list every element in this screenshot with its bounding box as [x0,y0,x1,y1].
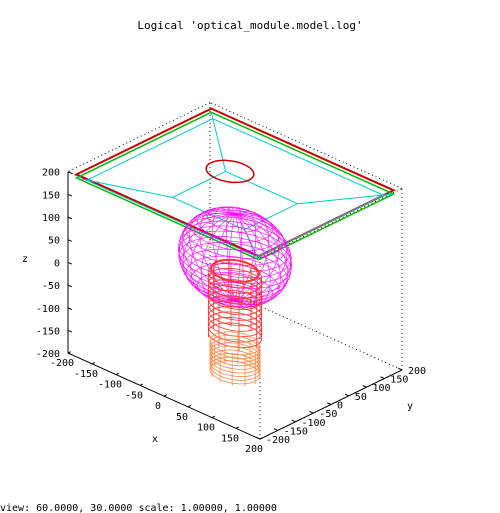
bulb-meridian [234,210,270,301]
funnel-edge [297,193,394,205]
x-tick [163,394,168,397]
z-tick [67,352,73,356]
z-tick [67,307,73,310]
y-tick-label: -50 [319,409,337,420]
x-tick [259,437,264,440]
bounding-box-edge [209,102,403,189]
neck-ring [210,258,260,283]
y-tick [362,385,367,388]
bulb-meridian [234,213,258,308]
detector-model [74,107,396,387]
y-tick-label: 50 [355,392,367,403]
y-tick [255,436,261,440]
y-tick-label: 200 [408,366,426,377]
z-tick-label: -200 [36,349,60,360]
bulb-meridian [178,213,236,301]
axes: -200-150-100-50050100150200-200-150-100-… [22,168,426,455]
x-tick-label: 50 [176,412,188,423]
x-axis-label: x [152,434,158,445]
y-tick [344,393,350,397]
y-axis-label: y [407,401,413,412]
z-tick [67,284,73,288]
bulb-meridian [212,206,236,301]
bulb-meridian [234,208,257,301]
z-tick-label: 100 [42,213,60,224]
y-tick-label: -150 [284,426,308,437]
z-tick [67,216,73,220]
y-tick [397,367,403,371]
bulb-meridian [234,213,292,302]
y-tick [326,402,332,405]
z-tick [67,193,73,197]
base-wireframe [209,331,261,387]
funnel-edge [210,112,227,172]
stem-wireframe [207,258,263,352]
x-tick [67,351,72,354]
z-tick-label: -150 [36,326,60,337]
x-tick [235,426,240,429]
bounding-box-edge [259,188,403,259]
x-tick-label: 100 [197,423,215,434]
y-tick [309,410,314,414]
bulb-meridian [213,213,236,306]
x-tick [187,405,192,408]
x-tick [139,383,144,386]
z-tick [67,171,73,174]
z-tick-label: 50 [48,236,60,247]
chart-title: Logical 'optical_module.model.log' [137,19,362,32]
z-tick-label: 200 [42,168,60,179]
funnel-edge [76,177,173,198]
x-tick-label: -150 [74,369,98,380]
z-axis-label: z [22,254,28,265]
y-tick-label: 150 [390,375,408,386]
z-tick-label: 0 [54,258,60,269]
x-tick [91,362,96,365]
x-tick-label: -50 [125,390,143,401]
z-tick [67,261,73,265]
bounding-box-edge [67,102,211,173]
z-tick-label: -100 [36,304,60,315]
x-tick-label: -100 [98,380,122,391]
z-tick-label: -50 [42,281,60,292]
top-opening-ring [205,159,255,184]
y-tick-label: -100 [302,418,326,429]
z-tick [67,329,73,333]
frame-inner-rim [85,118,385,258]
y-tick [273,428,278,431]
z-tick-label: 150 [42,190,60,201]
x-tick-label: 0 [155,401,161,412]
y-tick [380,376,385,380]
bulb-meridian [234,213,292,301]
x-tick-label: 200 [245,444,263,455]
x-tick [115,372,120,376]
x-tick [211,415,216,419]
y-tick-label: 100 [373,383,391,394]
y-tick-label: -200 [266,435,290,446]
z-tick [67,239,73,242]
bulb-meridian [190,213,236,302]
x-tick-label: -200 [50,358,74,369]
x-tick-label: 150 [221,433,239,444]
y-tick-label: 0 [337,401,343,412]
view-status: view: 60.0000, 30.0000 scale: 1.00000, 1… [0,503,277,513]
y-tick [291,419,296,423]
bulb-meridian [178,212,236,301]
